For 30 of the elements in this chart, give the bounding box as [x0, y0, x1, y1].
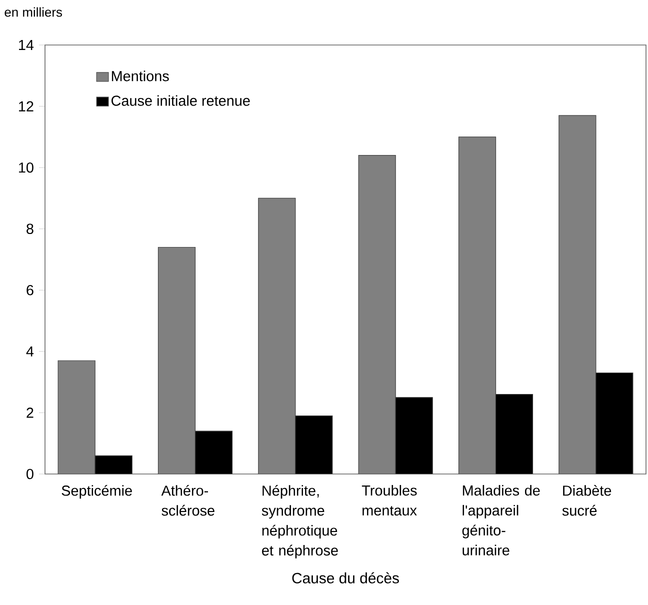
- x-tick-label: Troubles mentaux: [362, 485, 417, 516]
- bar: [358, 155, 396, 474]
- y-axis-title: en milliers: [4, 7, 62, 17]
- y-tick-label: 4: [26, 346, 34, 356]
- bar: [58, 360, 96, 474]
- legend-label: Cause initiale retenue: [112, 95, 250, 106]
- x-tick-label: Diabète sucré: [562, 485, 612, 516]
- bar: [596, 372, 634, 474]
- y-tick-label: 8: [26, 224, 34, 234]
- x-axis-title: Cause du décès: [292, 572, 399, 584]
- y-tick-label: 12: [19, 101, 34, 112]
- bar: [496, 394, 533, 474]
- y-tick-label: 6: [26, 285, 34, 296]
- y-tick-label: 2: [26, 408, 34, 418]
- x-tick-label: Septicémie: [62, 485, 132, 499]
- bar: [558, 115, 596, 474]
- bar: [458, 136, 496, 474]
- bar: [258, 198, 296, 474]
- legend-label: Mentions: [112, 70, 169, 82]
- bar: [195, 431, 232, 474]
- y-tick-label: 14: [19, 40, 34, 50]
- x-tick-label: Athéro-sclérose: [161, 485, 214, 516]
- y-tick-label: 10: [19, 162, 34, 173]
- x-tick-label: Maladies de l'appareil génito-urinaire: [462, 485, 540, 556]
- x-tick-label: Néphrite, syndrome néphrotique et néphrose: [262, 485, 338, 558]
- bar: [95, 456, 132, 474]
- bar: [295, 416, 332, 474]
- bar: [158, 247, 196, 474]
- bar: [396, 397, 433, 474]
- y-tick-label: 0: [26, 468, 34, 480]
